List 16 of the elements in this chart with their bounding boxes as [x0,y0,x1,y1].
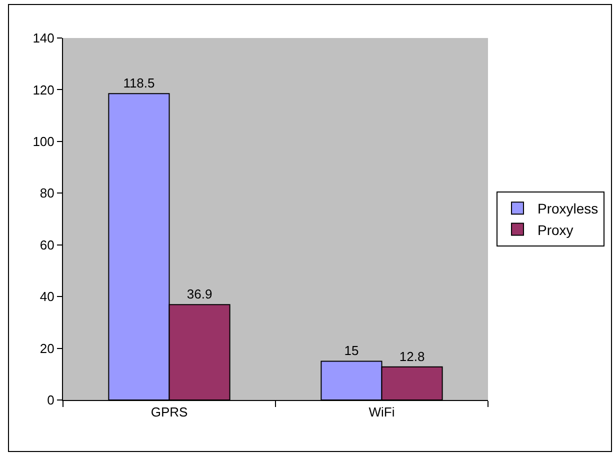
legend-label: Proxy [538,222,574,238]
y-tick-label: 40 [40,289,54,304]
legend-label: Proxyless [538,200,598,217]
y-tick-label: 20 [40,340,54,356]
data-label: 118.5 [123,76,155,91]
data-label: 15 [344,343,359,358]
x-tick-label: WiFi [368,404,395,420]
data-label: 12.8 [399,348,425,364]
y-tick-label: 80 [40,186,54,201]
y-tick-label: 60 [40,237,54,252]
y-tick-label: 120 [32,82,54,98]
y-tick-label: 100 [32,134,54,149]
y-tick-label: 0 [47,392,54,408]
y-tick-label: 140 [32,30,54,46]
x-tick-label: GPRS [150,404,188,420]
data-label: 36.9 [186,286,212,302]
